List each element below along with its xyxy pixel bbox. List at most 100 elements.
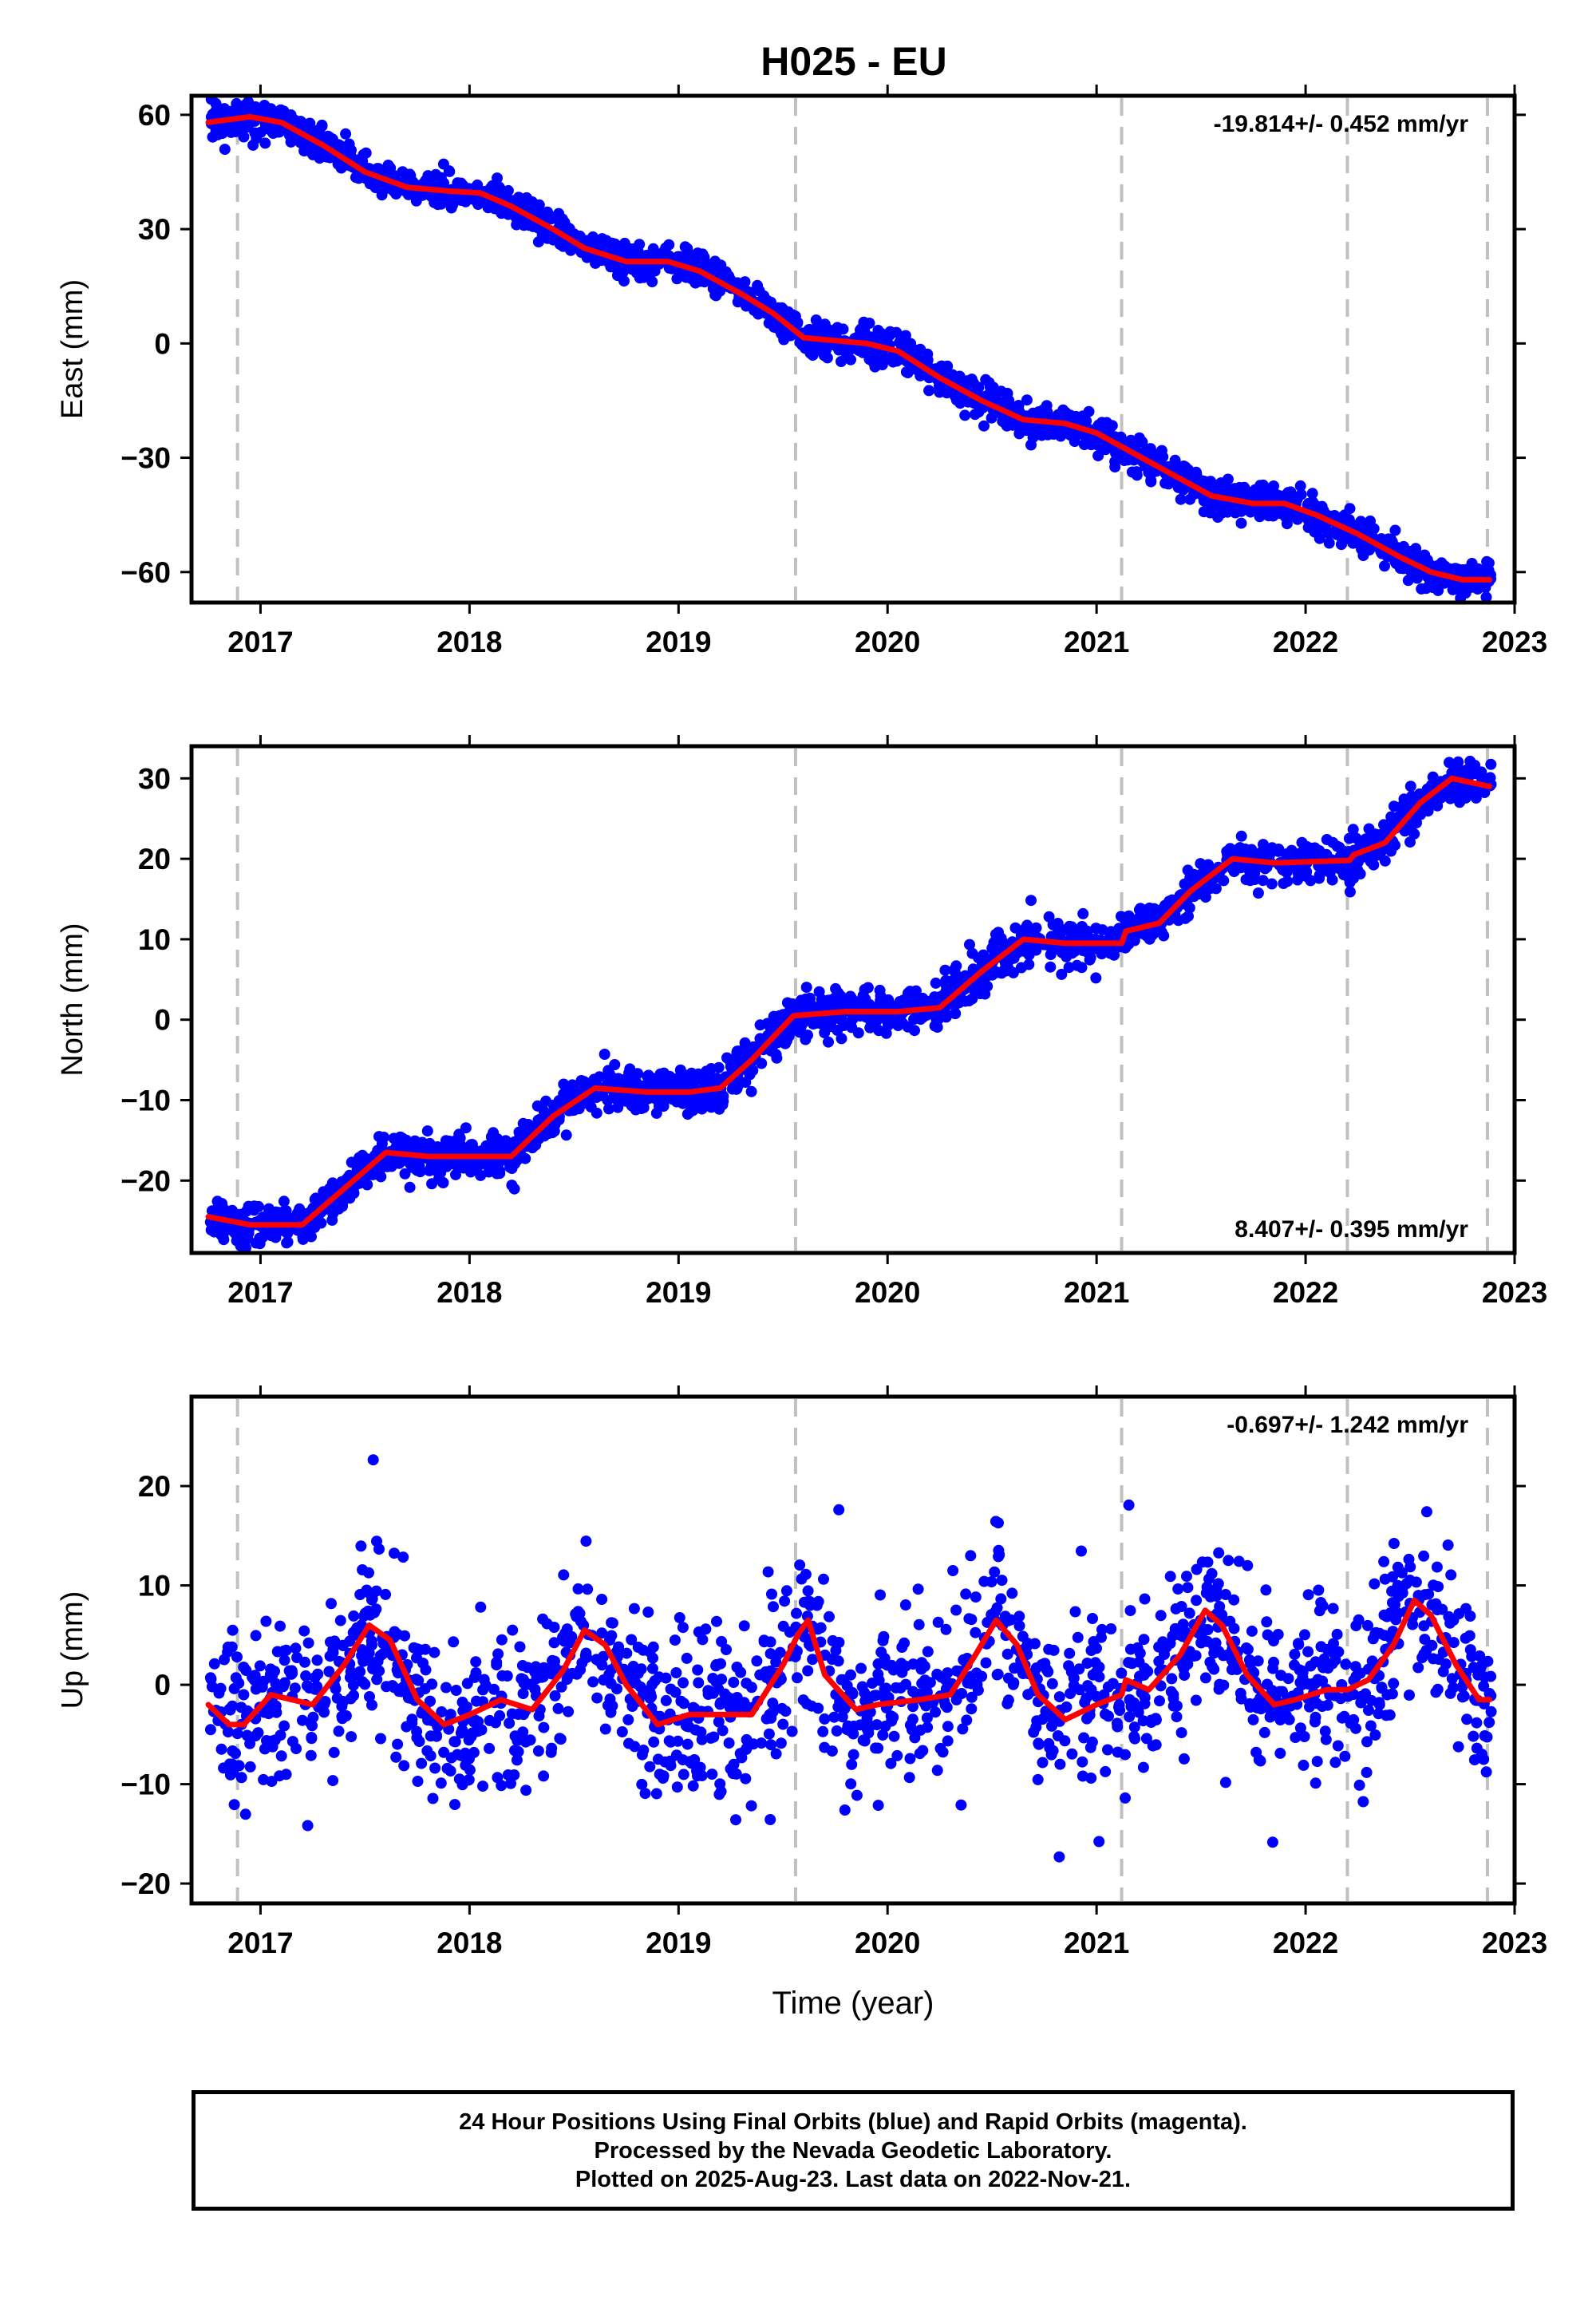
data-point [622, 1714, 634, 1725]
data-point [582, 252, 593, 263]
data-point [584, 1097, 595, 1108]
data-point [1183, 864, 1194, 875]
data-point [1268, 1635, 1279, 1646]
data-point [470, 1656, 481, 1667]
y-tick-label: −20 [120, 1164, 171, 1197]
data-point [989, 1567, 1000, 1578]
y-tick-label: −10 [120, 1084, 171, 1117]
data-point [1249, 874, 1260, 885]
data-point [1146, 911, 1157, 923]
data-point [253, 1727, 264, 1738]
data-point [954, 997, 965, 1008]
data-point [484, 1167, 495, 1178]
data-point [989, 937, 1000, 948]
data-point [1345, 503, 1356, 514]
data-point [312, 1654, 323, 1666]
data-point [465, 1161, 476, 1172]
data-point [1333, 1741, 1344, 1752]
data-point [618, 1074, 629, 1085]
data-point [1464, 756, 1476, 767]
data-point [369, 1168, 381, 1180]
data-point [1261, 1616, 1272, 1627]
data-point [1070, 1607, 1081, 1618]
data-point [877, 359, 888, 370]
data-point [1248, 1714, 1259, 1725]
data-point [709, 1101, 721, 1112]
y-tick-label: 30 [138, 213, 171, 246]
data-point [539, 1106, 550, 1117]
data-point [698, 251, 709, 263]
data-point [487, 1134, 498, 1145]
data-points-east [206, 93, 1496, 603]
data-point [355, 1540, 366, 1551]
data-point [682, 1739, 693, 1750]
data-point [670, 1634, 681, 1646]
data-point [753, 309, 764, 320]
data-point [1289, 1649, 1300, 1660]
data-point [496, 1634, 508, 1646]
data-points-up [205, 1454, 1497, 1927]
data-point [311, 1219, 322, 1230]
data-point [1260, 1584, 1271, 1595]
data-point [614, 241, 625, 252]
data-point [764, 1814, 776, 1825]
data-point [710, 289, 721, 300]
data-point [715, 259, 726, 271]
data-point [642, 1607, 654, 1618]
data-point [1472, 563, 1483, 575]
data-point [375, 1733, 386, 1745]
data-point [1054, 1759, 1065, 1770]
data-point [1266, 879, 1278, 890]
data-point [1028, 432, 1039, 443]
data-point [303, 1638, 314, 1649]
data-point [1340, 1658, 1351, 1670]
data-point [700, 1623, 711, 1634]
data-point [833, 1504, 844, 1516]
data-point [361, 148, 372, 159]
data-point [297, 1231, 308, 1243]
data-point [635, 265, 646, 276]
data-point [453, 1141, 464, 1152]
data-point [947, 1565, 958, 1576]
data-point [608, 1093, 619, 1104]
data-point [851, 996, 863, 1007]
data-point [219, 1654, 230, 1666]
data-point [349, 1188, 360, 1199]
data-point [413, 1675, 424, 1686]
data-point [651, 1788, 662, 1800]
data-point [706, 1769, 717, 1780]
data-point [1427, 582, 1438, 593]
data-point [1403, 575, 1414, 586]
data-point [905, 1753, 916, 1765]
data-point [658, 246, 670, 257]
data-point [857, 347, 868, 358]
data-point [900, 330, 911, 342]
data-point [1313, 1585, 1324, 1596]
data-point [251, 132, 262, 144]
x-tick-label: 2021 [1064, 626, 1129, 658]
data-point [383, 160, 394, 171]
data-point [708, 1732, 719, 1743]
data-point [1339, 1751, 1350, 1762]
data-point [1267, 1663, 1278, 1674]
data-point [1116, 911, 1127, 922]
data-point [638, 1745, 649, 1756]
data-point [1418, 1620, 1429, 1631]
data-point [1009, 953, 1020, 964]
data-point [1234, 482, 1245, 493]
data-point [697, 1634, 708, 1645]
data-point [260, 1616, 271, 1627]
data-point [1124, 1695, 1136, 1706]
data-point [1268, 511, 1279, 522]
data-point [1127, 467, 1138, 478]
data-point [777, 1719, 788, 1730]
data-point [655, 1069, 666, 1080]
data-point [439, 1141, 450, 1152]
data-point [1182, 1582, 1193, 1593]
data-point [991, 966, 1002, 978]
data-point [824, 1611, 835, 1622]
data-point [1483, 557, 1495, 568]
data-point [914, 1619, 925, 1630]
data-point [355, 1154, 366, 1165]
x-tick-label: 2020 [855, 626, 920, 658]
